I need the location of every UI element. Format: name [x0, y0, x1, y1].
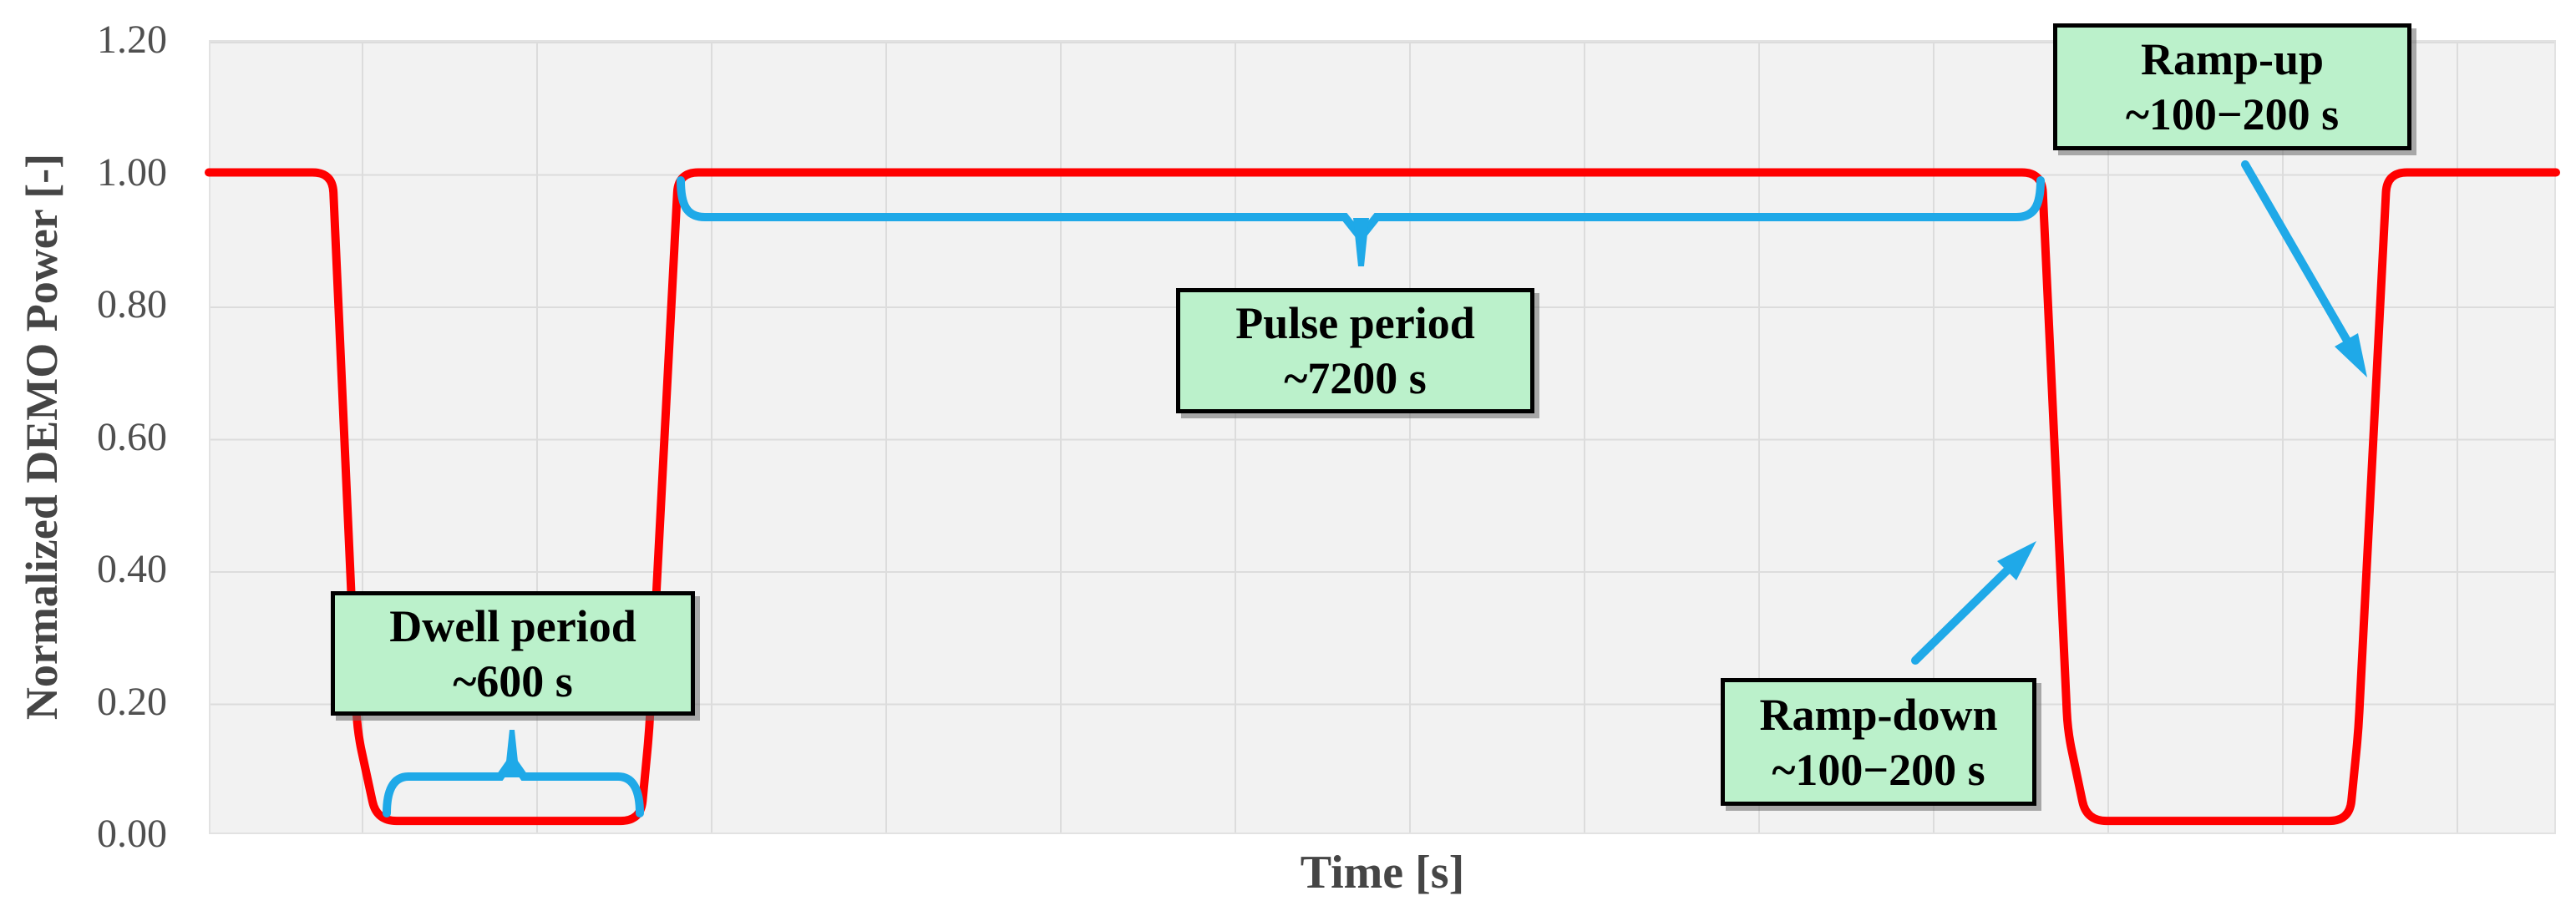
annotation-dwell-period: Dwell period ~600 s [331, 591, 695, 716]
annotation-line: ~100−200 s [1772, 744, 1985, 795]
annotation-line: ~7200 s [1284, 353, 1427, 403]
y-tick-label: 0.80 [97, 282, 167, 326]
annotation-line: Ramp-down [1759, 689, 1998, 740]
x-axis-title: Time [s] [1300, 847, 1465, 898]
y-tick-label: 0.40 [97, 547, 167, 591]
annotation-line: ~100−200 s [2125, 89, 2340, 139]
annotation-line: Ramp-up [2140, 34, 2325, 84]
annotation-line: ~600 s [453, 655, 573, 706]
annotation-line: Dwell period [389, 600, 636, 651]
y-tick-label: 0.00 [97, 812, 167, 856]
y-tick-label: 0.20 [97, 679, 167, 724]
annotation-pulse-period: Pulse period ~7200 s [1176, 288, 1534, 413]
y-tick-label: 1.00 [97, 149, 167, 195]
annotation-line: Pulse period [1235, 298, 1475, 348]
annotation-ramp-up: Ramp-up ~100−200 s [2053, 23, 2411, 150]
y-tick-label: 1.20 [97, 18, 167, 62]
y-tick-label: 0.60 [97, 414, 167, 459]
annotation-ramp-down: Ramp-down ~100−200 s [1721, 678, 2036, 806]
